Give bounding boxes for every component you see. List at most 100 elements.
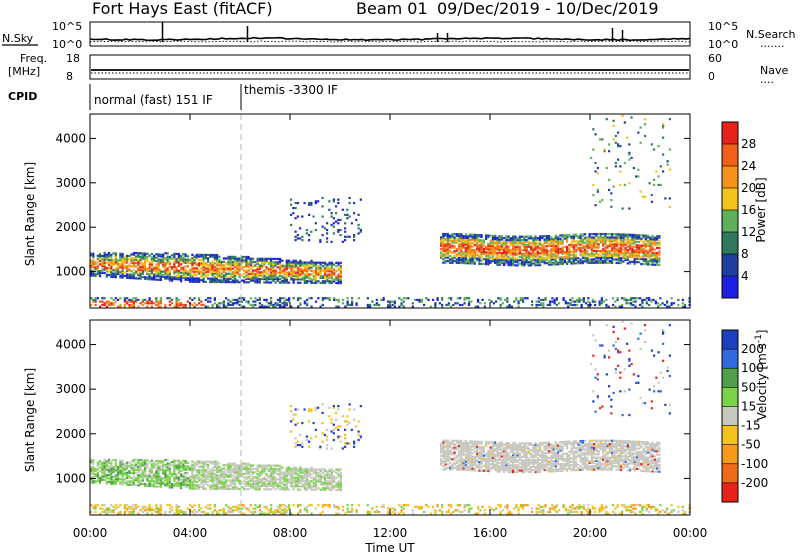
power-cell [536, 264, 539, 267]
power-cell [505, 262, 508, 265]
power-cell [614, 141, 617, 144]
velocity-cell [337, 488, 340, 492]
power-cell [550, 243, 553, 246]
power-cell [572, 262, 575, 265]
velocity-cell [200, 469, 203, 472]
power-cell [617, 253, 620, 256]
power-cell [132, 253, 135, 256]
velocity-cell [467, 455, 470, 458]
colorbar-swatch [722, 276, 738, 299]
power-cell [471, 250, 474, 253]
power-cell [509, 257, 512, 260]
power-cell [121, 268, 124, 271]
power-cell [543, 238, 546, 241]
power-cell [330, 280, 333, 283]
power-cell [650, 298, 653, 302]
power-cell [144, 302, 147, 305]
power-cell [514, 245, 517, 248]
power-cell [285, 276, 288, 279]
power-cell [532, 237, 535, 240]
power-cell [204, 269, 207, 272]
power-cell [480, 251, 483, 254]
power-cell [261, 257, 264, 260]
power-cell [593, 261, 596, 264]
power-cell [220, 265, 223, 268]
power-cell [523, 252, 526, 255]
power-cell [157, 260, 160, 263]
power-cell [146, 256, 149, 259]
power-cell [523, 262, 526, 265]
velocity-cell [285, 483, 288, 486]
power-cell [653, 243, 656, 246]
power-cell [306, 269, 309, 273]
velocity-cell [326, 485, 329, 488]
power-cell [589, 303, 592, 307]
power-cell [186, 272, 189, 275]
power-cell [157, 275, 160, 278]
power-cell [279, 297, 282, 300]
power-cell [294, 259, 297, 262]
power-cell [563, 259, 566, 262]
power-cell [509, 260, 512, 263]
velocity-cell [462, 463, 465, 466]
power-cell [477, 305, 480, 308]
velocity-cell [252, 476, 255, 479]
velocity-cell [184, 468, 187, 471]
power-cell [117, 264, 120, 267]
power-cell [330, 271, 333, 275]
velocity-cell [168, 472, 171, 475]
velocity-cell [202, 479, 205, 482]
power-cell [92, 259, 95, 262]
power-cell [247, 300, 250, 303]
velocity-cell [460, 450, 463, 453]
power-cell [494, 246, 497, 249]
velocity-cell [281, 476, 284, 479]
power-cell [566, 235, 569, 238]
power-cell [292, 266, 295, 269]
power-cell [496, 253, 499, 256]
power-cell [256, 274, 259, 277]
velocity-cell [290, 483, 293, 486]
velocity-cell [301, 468, 304, 471]
power-cell [471, 255, 474, 258]
power-cell [283, 271, 286, 274]
power-cell [507, 264, 510, 267]
power-cell [225, 277, 228, 280]
power-cell [611, 260, 614, 263]
power-cell [337, 198, 340, 201]
nsearch-label: N.Search [746, 28, 796, 41]
power-cell [545, 255, 548, 258]
power-cell [568, 249, 571, 252]
power-cell [649, 238, 652, 241]
power-cell [545, 262, 548, 265]
velocity-cell [310, 488, 313, 491]
power-cell [590, 254, 593, 258]
power-cell [633, 245, 636, 248]
power-cell [632, 300, 635, 303]
velocity-cell [184, 482, 187, 485]
power-cell [303, 269, 306, 273]
power-cell [446, 251, 449, 254]
power-cell [631, 245, 634, 248]
power-cell [651, 251, 654, 254]
velocity-cell [301, 478, 304, 481]
power-cell [319, 305, 322, 308]
power-cell [132, 263, 135, 266]
power-cell [285, 261, 288, 264]
velocity-cell [315, 476, 318, 480]
power-cell [258, 302, 261, 305]
power-cell [231, 279, 234, 282]
power-cell [141, 298, 144, 302]
velocity-cell [247, 476, 250, 479]
power-cell [491, 253, 494, 256]
power-cell [256, 266, 259, 269]
velocity-cell [283, 483, 286, 486]
power-cell [527, 260, 530, 264]
velocity-cell [458, 453, 461, 456]
power-cell [114, 267, 117, 270]
power-cell [599, 249, 602, 252]
velocity-cell [180, 469, 183, 473]
velocity-cell [182, 478, 185, 481]
power-cell [586, 250, 589, 253]
power-cell [611, 241, 614, 244]
